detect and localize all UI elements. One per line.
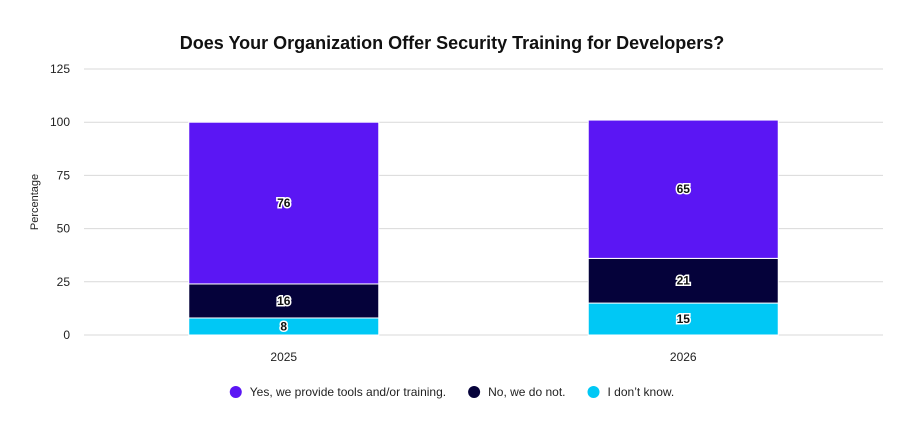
data-label: 21 [677, 274, 691, 288]
y-tick-label: 75 [57, 168, 71, 182]
y-tick-label: 0 [63, 328, 70, 342]
bar-segment [587, 257, 779, 304]
data-label: 76 [277, 196, 291, 210]
bar-segment [587, 302, 779, 336]
data-label: 8 [280, 319, 287, 333]
legend-label: I don’t know. [608, 385, 675, 399]
y-tick-label: 100 [50, 115, 70, 129]
y-axis-label: Percentage [29, 174, 41, 230]
data-label: 65 [677, 182, 691, 196]
data-label: 15 [677, 312, 691, 326]
legend-label: Yes, we provide tools and/or training. [250, 385, 446, 399]
bar-segment [587, 119, 779, 259]
y-tick-label: 25 [57, 275, 71, 289]
x-axis: 2025 2026 [270, 350, 697, 364]
legend-marker [229, 386, 242, 398]
y-tick-label: 125 [50, 62, 70, 76]
chart-title: Does Your Organization Offer Security Tr… [180, 33, 724, 53]
legend-marker [468, 386, 481, 398]
legend-marker [587, 386, 600, 398]
x-tick-label: 2026 [670, 350, 697, 364]
data-label: 16 [277, 294, 291, 308]
legend-label: No, we do not. [488, 385, 565, 399]
x-tick-label: 2025 [270, 350, 297, 364]
y-tick-label: 50 [57, 222, 71, 236]
bar-segment [188, 121, 380, 285]
bars: 8 16 76 15 21 65 [188, 119, 779, 336]
legend: Yes, we provide tools and/or training. No… [229, 385, 675, 399]
